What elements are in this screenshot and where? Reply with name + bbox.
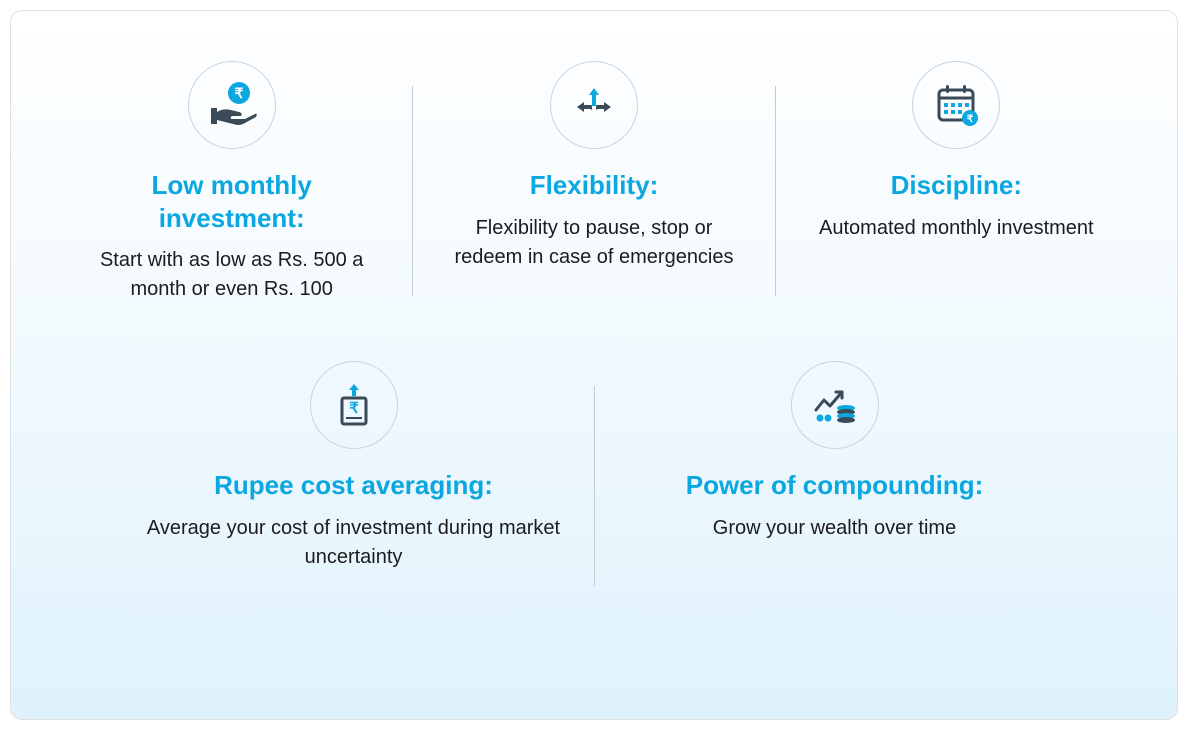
hand-rupee-icon: ₹ <box>188 61 276 149</box>
svg-text:₹: ₹ <box>349 400 359 417</box>
card-desc: Start with as low as Rs. 500 a month or … <box>81 246 382 304</box>
coins-growth-icon <box>791 361 879 449</box>
card-desc: Flexibility to pause, stop or redeem in … <box>443 214 744 272</box>
card-compounding: Power of compounding: Grow your wealth o… <box>595 361 1075 543</box>
row-1: ₹ Low monthly investment: Start with as … <box>51 61 1137 306</box>
card-title: Rupee cost averaging: <box>144 469 564 502</box>
card-title: Flexibility: <box>443 169 744 202</box>
card-low-investment: ₹ Low monthly investment: Start with as … <box>51 61 412 304</box>
directions-icon <box>550 61 638 149</box>
card-desc: Average your cost of investment during m… <box>144 514 564 572</box>
svg-text:₹: ₹ <box>234 85 243 101</box>
card-rupee-cost-averaging: ₹ Rupee cost averaging: Average your cos… <box>114 361 594 572</box>
row-2: ₹ Rupee cost averaging: Average your cos… <box>51 361 1137 596</box>
card-desc: Automated monthly investment <box>806 214 1107 243</box>
card-desc: Grow your wealth over time <box>625 514 1045 543</box>
card-discipline: ₹ Discipline: Automated monthly investme… <box>776 61 1137 243</box>
document-up-icon: ₹ <box>310 361 398 449</box>
card-title: Discipline: <box>806 169 1107 202</box>
card-title: Power of compounding: <box>625 469 1045 502</box>
calendar-rupee-icon: ₹ <box>912 61 1000 149</box>
card-title: Low monthly investment: <box>81 169 382 234</box>
svg-text:₹: ₹ <box>967 114 974 125</box>
card-flexibility: Flexibility: Flexibility to pause, stop … <box>413 61 774 272</box>
infographic-container: ₹ Low monthly investment: Start with as … <box>10 10 1178 720</box>
